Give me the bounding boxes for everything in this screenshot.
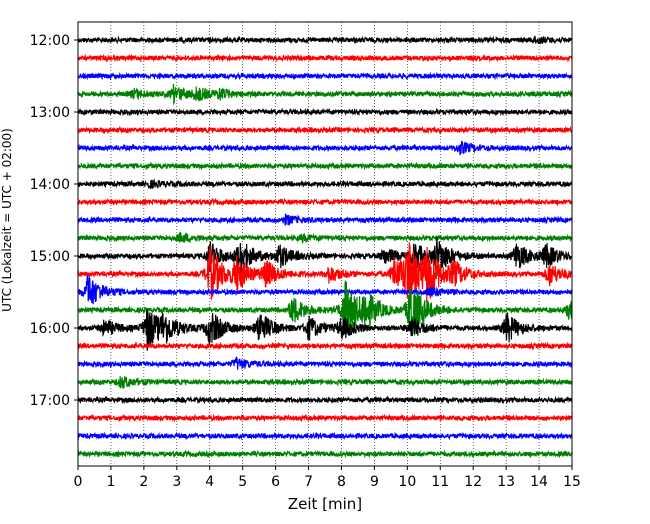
- trace-1545: [77, 280, 573, 336]
- y-tick-label: 16:00: [30, 321, 70, 337]
- x-tick-label: 13: [497, 474, 515, 490]
- x-axis: 0 1 2 3 4 5 6 7 8 9 10 11 12 13 14 15: [74, 466, 581, 490]
- x-tick-label: 14: [530, 474, 548, 490]
- trace-1600: [77, 308, 573, 351]
- x-tick-label: 3: [172, 474, 181, 490]
- y-tick-label: 13:00: [30, 105, 70, 121]
- x-tick-label: 7: [304, 474, 313, 490]
- trace-1215: [77, 53, 573, 63]
- trace-1415: [77, 197, 573, 207]
- x-tick-label: 2: [139, 474, 148, 490]
- trace-1400: [77, 178, 573, 190]
- trace-1230: [77, 71, 573, 81]
- y-axis: 12:00 13:00 14:00 15:00 16:00 17:00: [30, 33, 78, 409]
- y-axis-title: UTC (Lokalzeit = UTC + 02:00): [0, 128, 14, 312]
- y-tick-label: 17:00: [30, 393, 70, 409]
- x-tick-label: 10: [398, 474, 416, 490]
- x-tick-label: 0: [74, 474, 83, 490]
- x-tick-label: 15: [563, 474, 581, 490]
- trace-1515: [77, 242, 573, 303]
- trace-1245: [77, 83, 573, 106]
- trace-1645: [77, 376, 573, 389]
- trace-1630: [77, 356, 573, 370]
- trace-1500: [77, 237, 573, 276]
- trace-1530: [77, 275, 573, 305]
- trace-1615: [77, 341, 573, 351]
- x-tick-label: 12: [464, 474, 482, 490]
- trace-1730: [77, 431, 573, 441]
- trace-1700: [77, 395, 573, 405]
- x-tick-label: 8: [337, 474, 346, 490]
- y-tick-label: 15:00: [30, 249, 70, 265]
- y-tick-label: 14:00: [30, 177, 70, 193]
- trace-1345: [77, 161, 573, 171]
- trace-1300: [77, 107, 573, 117]
- x-tick-label: 11: [431, 474, 449, 490]
- grid-layer: [110, 22, 540, 466]
- plot-frame: [77, 21, 573, 467]
- trace-layer: [77, 35, 573, 459]
- x-tick-label: 5: [238, 474, 247, 490]
- x-tick-label: 9: [370, 474, 379, 490]
- trace-1445: [77, 231, 573, 244]
- trace-1715: [77, 413, 573, 423]
- trace-1745: [77, 449, 573, 459]
- x-axis-title: Zeit [min]: [288, 495, 362, 513]
- x-tick-label: 6: [271, 474, 280, 490]
- trace-1330: [77, 140, 573, 156]
- trace-1200: [77, 35, 573, 45]
- trace-1315: [77, 125, 573, 135]
- x-tick-label: 1: [106, 474, 115, 490]
- y-tick-label: 12:00: [30, 33, 70, 49]
- x-tick-label: 4: [205, 474, 214, 490]
- trace-1430: [77, 213, 573, 226]
